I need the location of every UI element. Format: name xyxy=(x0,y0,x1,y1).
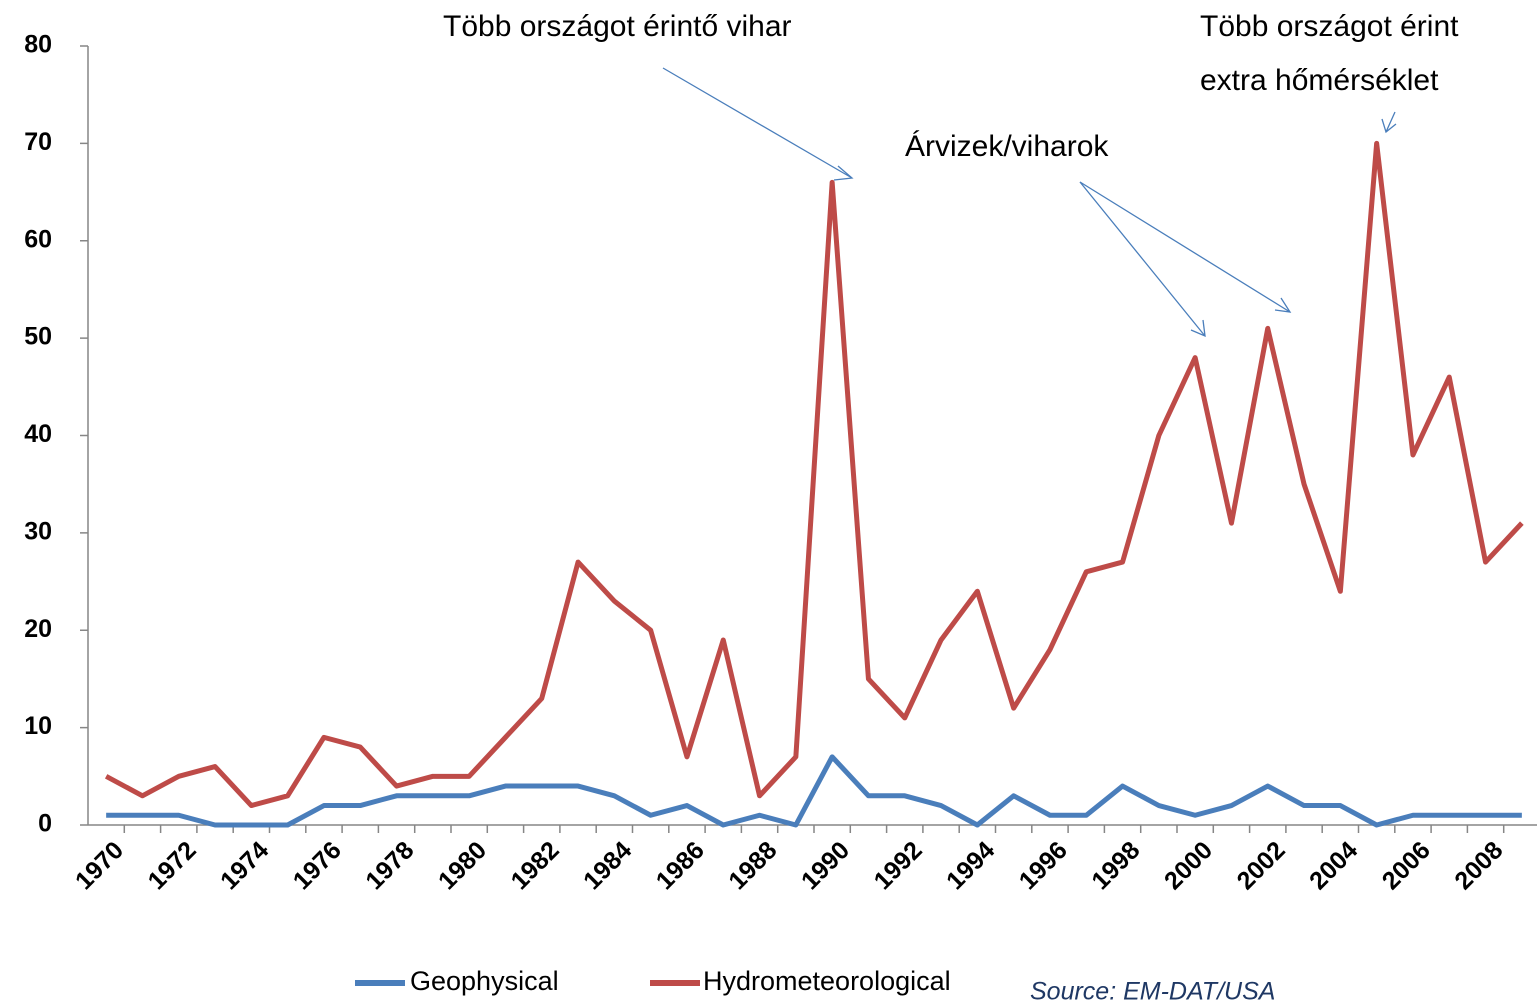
x-tick-label: 1984 xyxy=(578,836,637,895)
source: Source: EM-DAT/USA xyxy=(1030,978,1275,1006)
x-tick-label: 1980 xyxy=(433,836,492,895)
y-tick-label: 60 xyxy=(24,225,52,253)
x-tick-label: 1988 xyxy=(723,836,782,895)
y-tick-label: 0 xyxy=(38,810,52,838)
x-tick-label: 1994 xyxy=(941,836,1000,895)
x-tick-label: 2000 xyxy=(1159,836,1218,895)
x-tick-label: 1982 xyxy=(506,836,565,895)
y-tick-label: 30 xyxy=(24,517,52,545)
series-line xyxy=(106,754,1522,828)
x-tick-label: 1996 xyxy=(1014,836,1073,895)
x-tick-label: 2006 xyxy=(1377,836,1436,895)
x-tick-label: 1986 xyxy=(651,836,710,895)
annotation-arrows xyxy=(662,67,1397,338)
y-tick-label: 50 xyxy=(24,323,52,351)
legend-label: Geophysical xyxy=(410,966,559,996)
x-tick-label: 2002 xyxy=(1232,836,1291,895)
x-tick-label: 1990 xyxy=(796,836,855,895)
x-tick-label: 1998 xyxy=(1086,836,1145,895)
annotation: Több országot érintő vihar xyxy=(443,10,792,43)
annotation: Több országot érint xyxy=(1200,10,1459,43)
annotation: Árvizek/viharok xyxy=(905,130,1109,163)
x-tick-label: 1974 xyxy=(215,836,274,895)
series-line xyxy=(104,140,1524,809)
x-tick-label: 1972 xyxy=(143,836,202,895)
x-tick-label: 1978 xyxy=(360,836,419,895)
x-tick-label: 1976 xyxy=(288,836,347,895)
x-tick-label: 2004 xyxy=(1304,836,1363,895)
y-tick-label: 10 xyxy=(24,712,52,740)
y-tick-label: 70 xyxy=(24,128,52,156)
legend-label: Hydrometeorological xyxy=(703,966,951,996)
y-tick-label: 20 xyxy=(24,615,52,643)
annotation: extra hőmérséklet xyxy=(1200,64,1439,97)
x-tick-label: 1970 xyxy=(70,836,129,895)
x-tick-label: 2008 xyxy=(1449,836,1508,895)
y-tick-label: 40 xyxy=(24,420,52,448)
x-tick-label: 1992 xyxy=(869,836,928,895)
y-tick-label: 80 xyxy=(24,31,52,59)
